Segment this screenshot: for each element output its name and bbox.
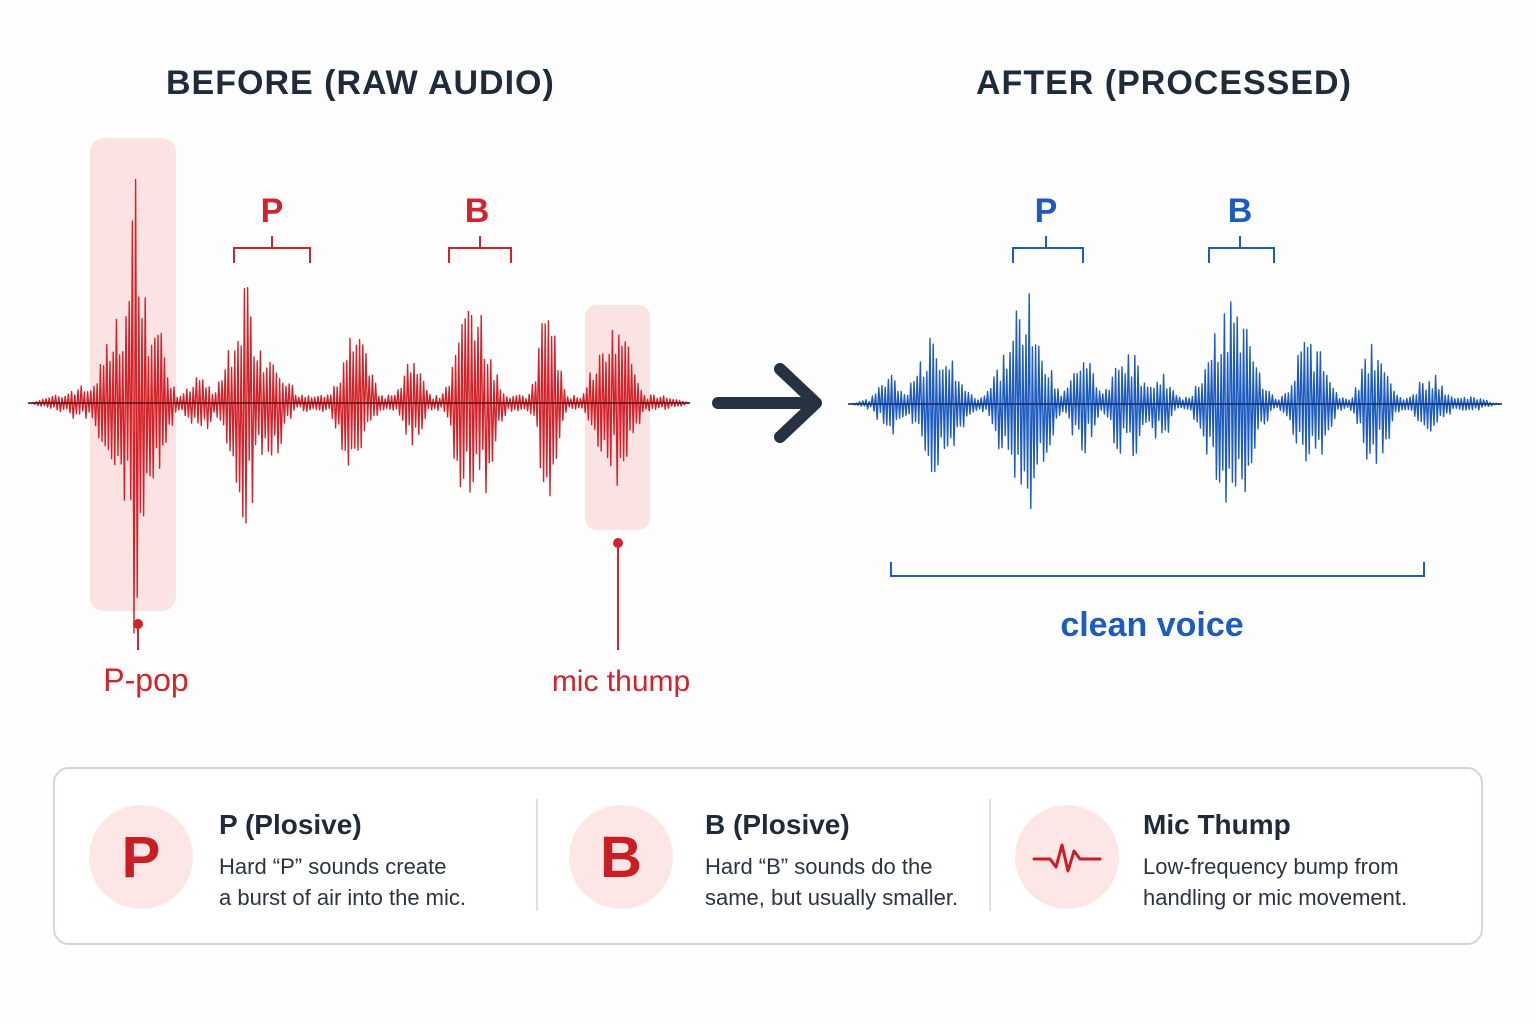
after-panel-title: AFTER (PROCESSED) [976, 64, 1352, 102]
waveform-diagram: P B P-pop mic thump P B clean voice [28, 138, 1502, 698]
raw-waveform [29, 178, 690, 634]
before-b-marker: B [465, 192, 490, 230]
right-arrow-icon [712, 363, 822, 443]
clean-voice-label: clean voice [1060, 606, 1243, 644]
processed-waveform-trace [849, 293, 1500, 510]
before-p-bracket [233, 236, 311, 263]
legend-desc-mic-thump: Low-frequency bump from handling or mic … [1143, 854, 1408, 910]
processed-waveform [849, 293, 1500, 510]
legend-title-b-plosive: B (Plosive) [705, 809, 850, 840]
before-b-bracket [448, 236, 512, 263]
mic-thump-label: mic thump [552, 665, 690, 698]
legend-divider [536, 799, 538, 911]
legend-desc-p-plosive: Hard “P” sounds create a burst of air in… [219, 854, 466, 910]
legend-divider [989, 799, 991, 911]
p-pop-label: P-pop [103, 662, 188, 698]
mic-thump-callout-dot [613, 538, 623, 548]
after-p-marker: P [1035, 192, 1058, 230]
legend-title-p-plosive: P (Plosive) [219, 809, 362, 840]
legend-desc-b-plosive: Hard “B” sounds do the same, but usually… [705, 854, 959, 910]
before-p-marker: P [261, 192, 284, 230]
legend-panel: P P (Plosive) Hard “P” sounds create a b… [53, 767, 1483, 945]
p-pop-callout-dot [133, 619, 143, 629]
after-b-bracket [1208, 236, 1275, 263]
b-letter-icon: B [569, 805, 673, 909]
pulse-wave-icon [1015, 805, 1119, 909]
legend-title-mic-thump: Mic Thump [1143, 809, 1291, 840]
before-panel-title: BEFORE (RAW AUDIO) [166, 64, 555, 102]
clean-voice-bracket [890, 562, 1425, 577]
p-letter-icon: P [89, 805, 193, 909]
after-b-marker: B [1228, 192, 1253, 230]
after-p-bracket [1012, 236, 1084, 263]
raw-waveform-trace [29, 178, 690, 634]
